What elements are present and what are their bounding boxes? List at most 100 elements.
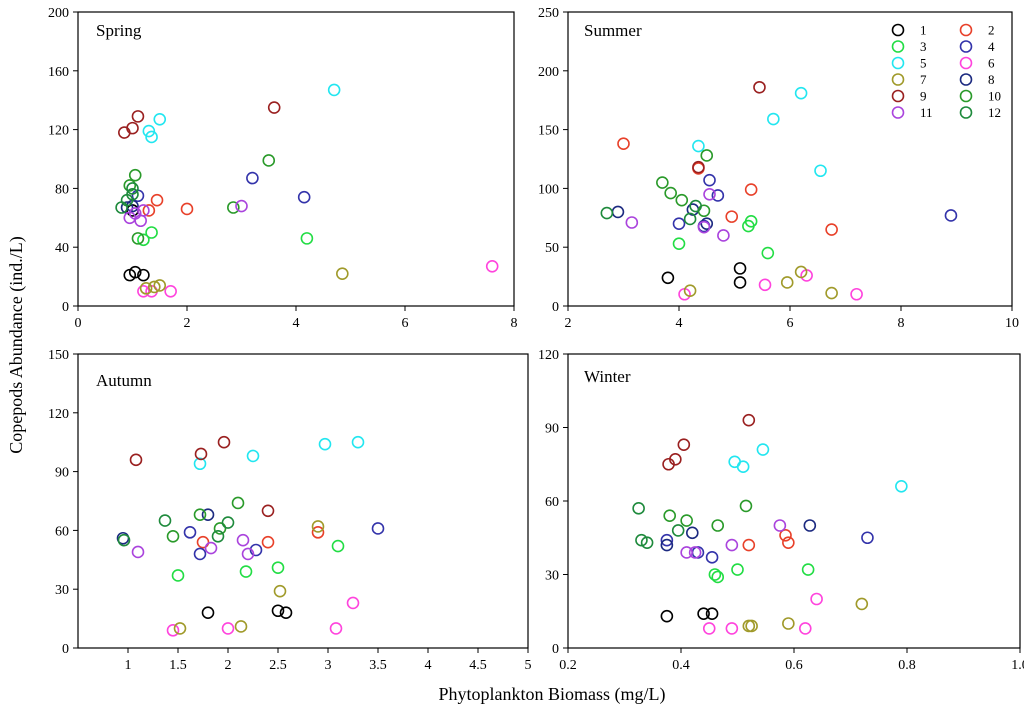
- data-point: [351, 435, 365, 449]
- data-point: [193, 508, 207, 522]
- data-point: [825, 286, 838, 300]
- data-point: [137, 268, 150, 282]
- x-tick-label: 1.0: [1011, 658, 1024, 673]
- legend-marker: [891, 89, 905, 103]
- series-4: [183, 522, 385, 561]
- data-point: [279, 606, 293, 620]
- data-point: [311, 520, 325, 533]
- data-point: [180, 202, 194, 216]
- data-point: [139, 282, 153, 295]
- series-5: [142, 83, 341, 144]
- series-11: [625, 187, 730, 242]
- data-point: [660, 538, 674, 552]
- series-10: [663, 499, 753, 532]
- data-point: [745, 619, 758, 633]
- data-point: [239, 565, 253, 578]
- data-point: [703, 173, 716, 187]
- y-tick-label: 200: [538, 65, 559, 80]
- data-point: [142, 204, 156, 217]
- data-point: [129, 453, 143, 467]
- data-point: [794, 265, 808, 279]
- data-point: [702, 622, 716, 635]
- series-1: [661, 262, 747, 289]
- series-7: [742, 597, 869, 633]
- data-point: [711, 189, 725, 202]
- data-point: [756, 443, 770, 456]
- plot-frame: [77, 353, 529, 649]
- data-point: [680, 514, 693, 527]
- x-tick-label: 1: [125, 658, 132, 673]
- data-point: [234, 620, 248, 633]
- data-point: [346, 596, 360, 610]
- data-point: [683, 212, 697, 226]
- data-point: [855, 597, 869, 611]
- data-point: [742, 219, 755, 233]
- x-tick-label: 5: [525, 658, 532, 673]
- data-point: [166, 529, 180, 543]
- series-4: [131, 171, 311, 204]
- x-tick-label: 6: [402, 316, 409, 331]
- x-tick-label: 2: [225, 658, 232, 673]
- y-tick-label: 90: [55, 466, 69, 481]
- data-point: [221, 516, 235, 529]
- series-6: [166, 596, 360, 637]
- data-point: [758, 278, 772, 292]
- data-point: [782, 536, 795, 549]
- x-tick-label: 0: [75, 316, 82, 331]
- y-tick-label: 60: [55, 524, 69, 539]
- series-5: [193, 435, 365, 471]
- data-point: [736, 460, 750, 474]
- data-point: [150, 193, 164, 207]
- data-point: [236, 533, 250, 547]
- y-tick-label: 120: [48, 124, 69, 139]
- data-point: [134, 214, 147, 228]
- data-point: [211, 529, 225, 543]
- data-point: [145, 226, 158, 239]
- series-3: [137, 226, 314, 247]
- data-point: [485, 260, 499, 273]
- data-point: [810, 592, 823, 606]
- data-point: [329, 622, 343, 635]
- data-point: [895, 479, 908, 493]
- data-point: [227, 201, 240, 214]
- data-point: [700, 149, 714, 162]
- legend-marker: [959, 40, 973, 53]
- x-tick-label: 2: [184, 316, 191, 331]
- legend-marker: [959, 23, 973, 37]
- data-point: [664, 186, 677, 200]
- x-tick-label: 2: [565, 316, 572, 331]
- data-point: [742, 413, 756, 427]
- data-point: [725, 210, 739, 223]
- x-tick-label: 4: [425, 658, 432, 673]
- data-point: [137, 233, 150, 247]
- data-point: [617, 137, 630, 151]
- data-point: [241, 547, 255, 561]
- data-point: [131, 232, 145, 245]
- data-point: [944, 209, 958, 222]
- legend-marker: [891, 106, 905, 119]
- data-point: [173, 622, 187, 635]
- data-point: [611, 205, 625, 219]
- x-axis-title: Phytoplankton Biomass (mg/L): [439, 684, 666, 705]
- data-point: [246, 449, 260, 463]
- data-point: [672, 217, 686, 230]
- x-tick-label: 8: [511, 316, 518, 331]
- x-tick-label: 0.2: [559, 658, 577, 673]
- data-point: [196, 535, 210, 549]
- x-tick-label: 2.5: [269, 658, 287, 673]
- series-5: [692, 86, 827, 178]
- y-tick-label: 40: [55, 241, 69, 256]
- panel-title: Autumn: [96, 371, 152, 390]
- legend-marker: [959, 89, 973, 103]
- series-1: [123, 204, 150, 282]
- data-point: [825, 223, 838, 236]
- data-point: [705, 551, 719, 564]
- data-point: [231, 496, 245, 510]
- data-point: [861, 531, 874, 545]
- legend-label: 2: [988, 23, 995, 38]
- legend-label: 11: [920, 105, 933, 120]
- series-10: [166, 496, 245, 543]
- data-point: [672, 237, 686, 250]
- data-point: [131, 110, 145, 123]
